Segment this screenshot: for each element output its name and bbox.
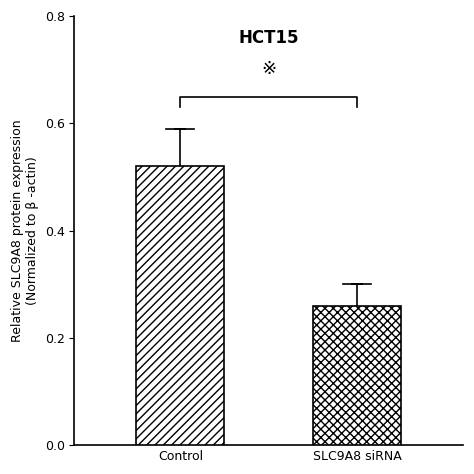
Text: ※: ※ — [261, 60, 276, 78]
Text: HCT15: HCT15 — [238, 29, 299, 47]
Y-axis label: Relative SLC9A8 protein expression
(Normalized to β -actin): Relative SLC9A8 protein expression (Norm… — [11, 119, 39, 342]
Bar — [313, 306, 401, 445]
Bar — [136, 166, 225, 445]
